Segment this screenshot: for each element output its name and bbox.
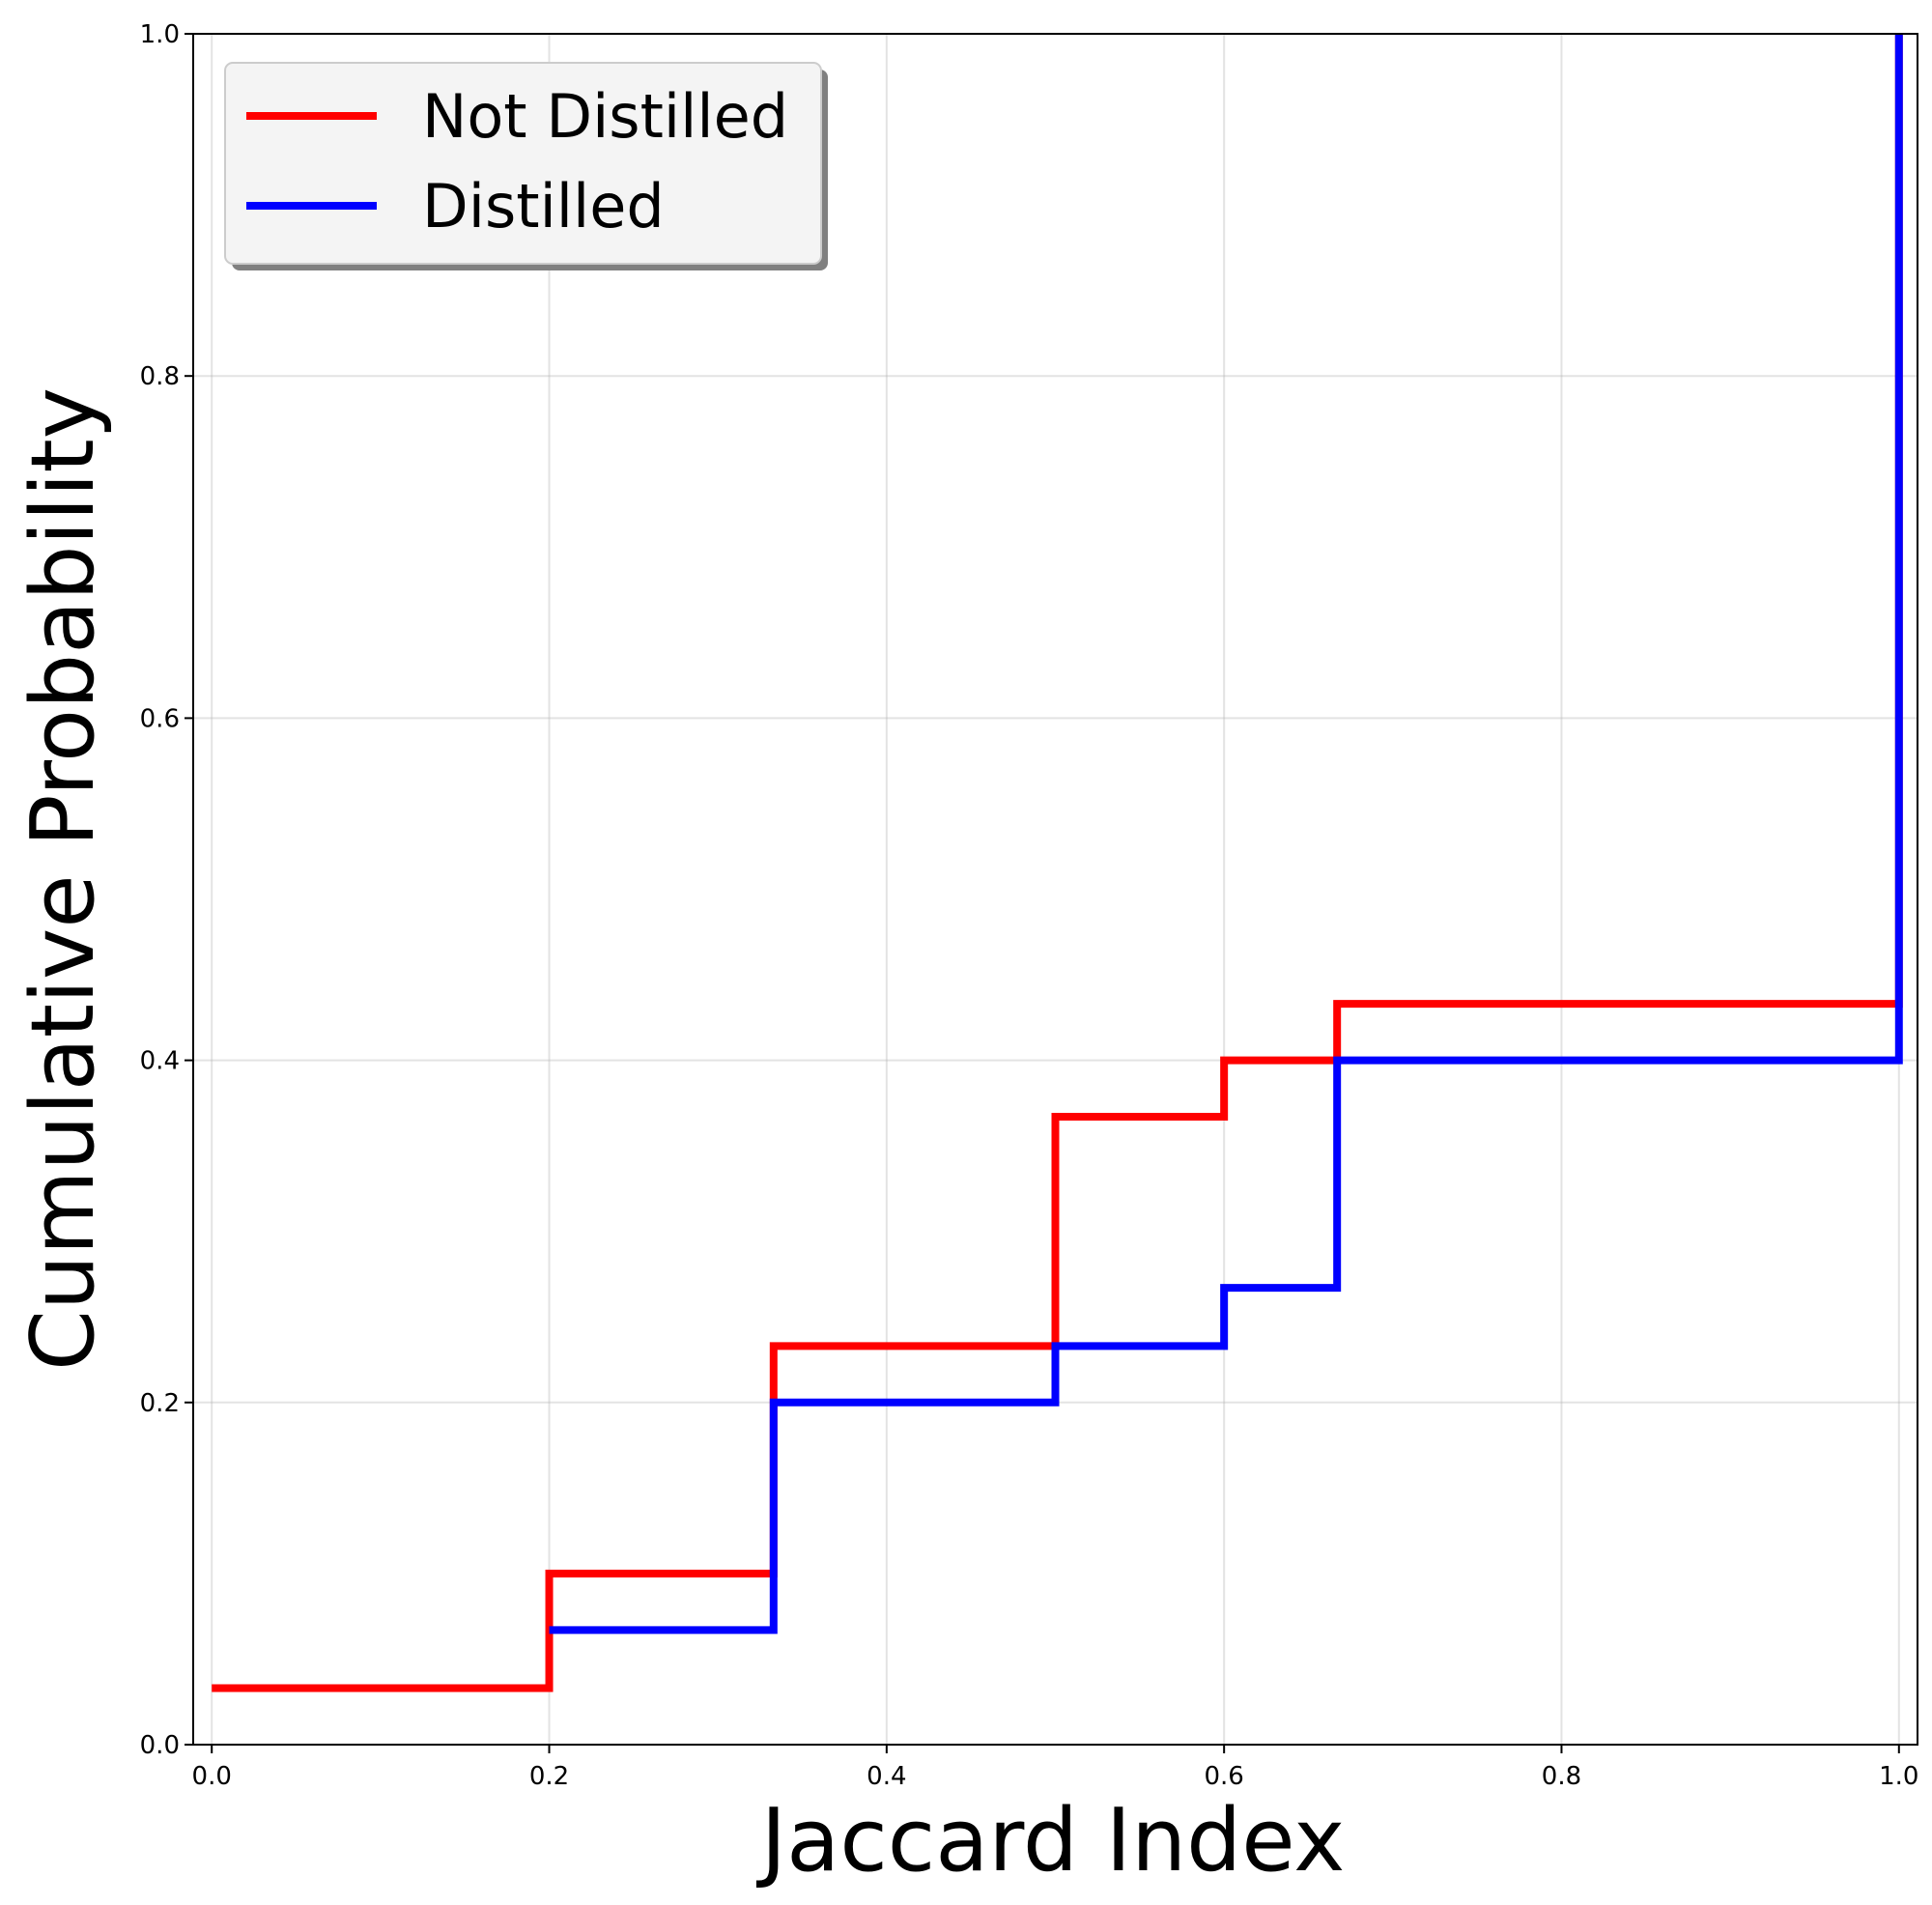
legend-entries: Not Distilled Distilled xyxy=(246,81,788,242)
x-tick-label: 1.0 xyxy=(1879,1762,1918,1791)
series-line-not-distilled xyxy=(212,34,1903,1692)
x-axis-title: Jaccard Index xyxy=(756,1790,1346,1891)
series-line-distilled xyxy=(549,34,1903,1635)
x-tick-label: 0.0 xyxy=(192,1762,232,1791)
x-tick-label: 0.2 xyxy=(529,1762,569,1791)
y-tick-label: 1.0 xyxy=(140,20,180,49)
legend-label: Not Distilled xyxy=(422,81,788,152)
y-tick-label: 0.2 xyxy=(140,1389,180,1418)
y-tick-label: 0.0 xyxy=(140,1731,180,1760)
y-tick-label: 0.4 xyxy=(140,1047,180,1076)
y-axis-title: Cumulative Probability xyxy=(13,387,114,1371)
plot-frame xyxy=(192,33,1918,1746)
legend: Not Distilled Distilled xyxy=(224,62,828,270)
x-tick-label: 0.4 xyxy=(867,1762,906,1791)
axis-ticks: 0.0 0.2 0.4 0.6 0.8 1.0 0.0 0.2 0.4 0.6 0.8 1.0 xyxy=(140,20,1919,1791)
x-tick-label: 0.8 xyxy=(1542,1762,1581,1791)
y-tick-label: 0.8 xyxy=(140,362,180,391)
series-group xyxy=(212,34,1903,1692)
legend-label: Distilled xyxy=(422,171,665,242)
x-tick-label: 0.6 xyxy=(1204,1762,1243,1791)
y-tick-label: 0.6 xyxy=(140,704,180,733)
